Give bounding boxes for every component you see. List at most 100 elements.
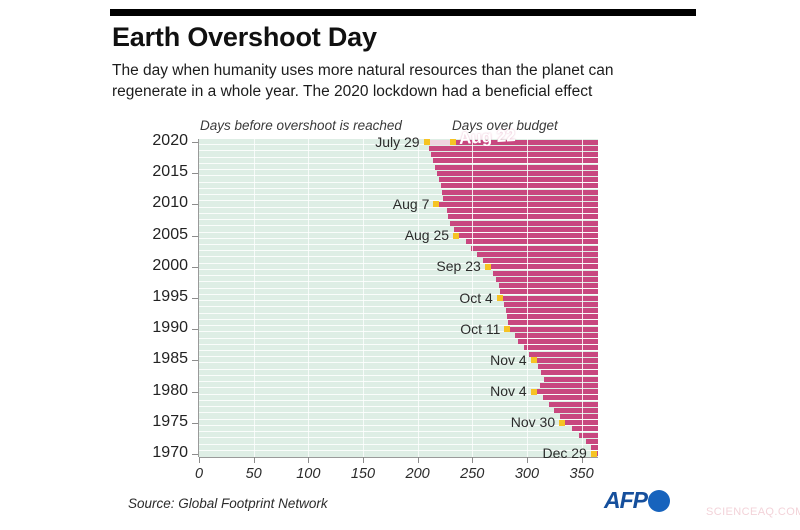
plot-hstripe [199, 368, 598, 370]
bar-days-over-budget [437, 170, 598, 176]
bar-days-over-budget [448, 214, 598, 220]
plot-hstripe [199, 275, 598, 277]
bar-gridline [472, 233, 474, 239]
plot-hstripe [199, 437, 598, 439]
y-axis-tick [192, 391, 198, 393]
plot-hstripe [199, 169, 598, 171]
x-axis-tick [199, 457, 200, 463]
plot-hstripe [199, 281, 598, 283]
y-axis-label: 2000 [152, 256, 188, 274]
bar-days-over-budget [540, 382, 598, 388]
bar-days-over-budget [537, 364, 598, 370]
bar-gridline [526, 220, 528, 226]
bar-days-over-budget [493, 270, 598, 276]
bar-days-over-budget [518, 339, 598, 345]
bar-gridline [581, 201, 583, 207]
bar-gridline [526, 195, 528, 201]
bar-gridline [526, 307, 528, 313]
bar-days-over-budget [535, 357, 598, 363]
bar-gridline [581, 152, 583, 158]
plot-hstripe [199, 356, 598, 358]
overshoot-day-marker [530, 388, 537, 395]
bar-days-over-budget [554, 407, 598, 413]
plot-hstripe [199, 237, 598, 239]
bar-gridline [581, 189, 583, 195]
bar-gridline [526, 201, 528, 207]
plot-hstripe [199, 144, 598, 146]
bar-gridline [581, 158, 583, 164]
plot-hstripe [199, 387, 598, 389]
plot-hstripe [199, 412, 598, 414]
bar-gridline [581, 376, 583, 382]
bar-gridline [526, 152, 528, 158]
bar-days-over-budget [483, 258, 598, 264]
bar-days-over-budget [442, 195, 598, 201]
bar-gridline [472, 239, 474, 245]
bar-gridline [472, 189, 474, 195]
bar-gridline [581, 345, 583, 351]
bar-days-over-budget [439, 177, 598, 183]
bar-gridline [526, 301, 528, 307]
bar-days-over-budget [529, 351, 598, 357]
bar-gridline [472, 139, 474, 145]
plot-vgridline [308, 139, 310, 457]
y-axis-tick [192, 422, 198, 424]
bar-gridline [581, 413, 583, 419]
data-label-lockdown: July 29 [375, 133, 420, 150]
bar-gridline [581, 177, 583, 183]
overshoot-day-marker [530, 357, 537, 364]
plot-hstripe [199, 318, 598, 320]
y-axis-tick [192, 298, 198, 299]
bar-gridline [581, 326, 583, 332]
bar-gridline [526, 214, 528, 220]
bar-gridline [581, 251, 583, 257]
bar-gridline [472, 195, 474, 201]
y-axis-label: 1990 [152, 319, 188, 337]
bar-lockdown-shift [428, 139, 455, 145]
bar-gridline [526, 276, 528, 282]
x-axis-label: 100 [296, 466, 321, 482]
bar-gridline [472, 183, 474, 189]
plot-hstripe [199, 300, 598, 302]
bar-days-over-budget [441, 189, 598, 195]
plot-hstripe [199, 181, 598, 183]
y-axis-label: 2005 [152, 225, 188, 243]
bar-gridline [581, 208, 583, 214]
plot-hstripe [199, 449, 598, 451]
bar-days-over-budget [523, 345, 598, 351]
bar-gridline [581, 339, 583, 345]
bar-days-over-budget [438, 201, 598, 207]
bar-gridline [472, 245, 474, 251]
bar-days-over-budget [447, 208, 598, 214]
plot-hstripe [199, 287, 598, 289]
bar-gridline [472, 214, 474, 220]
bar-gridline [581, 164, 583, 170]
bar-gridline [581, 139, 583, 145]
bar-gridline [526, 158, 528, 164]
bar-gridline [526, 264, 528, 270]
plot-hstripe [199, 393, 598, 395]
bar-gridline [472, 201, 474, 207]
bar-days-over-budget [496, 276, 598, 282]
bar-gridline [526, 139, 528, 145]
plot-hstripe [199, 418, 598, 420]
y-axis-label: 1970 [152, 443, 188, 461]
bar-days-over-budget [509, 326, 598, 332]
afp-logo-dot-icon [648, 489, 670, 512]
bar-gridline [526, 258, 528, 264]
bar-gridline [526, 345, 528, 351]
bar-days-over-budget [453, 226, 598, 232]
plot-hstripe [199, 362, 598, 364]
plot-hstripe [199, 194, 598, 196]
bar-gridline [526, 289, 528, 295]
bar-gridline [526, 339, 528, 345]
bar-gridline [581, 432, 583, 438]
bar-gridline [581, 395, 583, 401]
plot-hstripe [199, 293, 598, 295]
x-axis-tick [253, 457, 255, 463]
data-label-overshoot-date: Oct 4 [459, 289, 493, 306]
lockdown-start-marker [423, 139, 430, 146]
overshoot-day-marker [590, 450, 597, 457]
plot-hstripe [199, 175, 598, 177]
